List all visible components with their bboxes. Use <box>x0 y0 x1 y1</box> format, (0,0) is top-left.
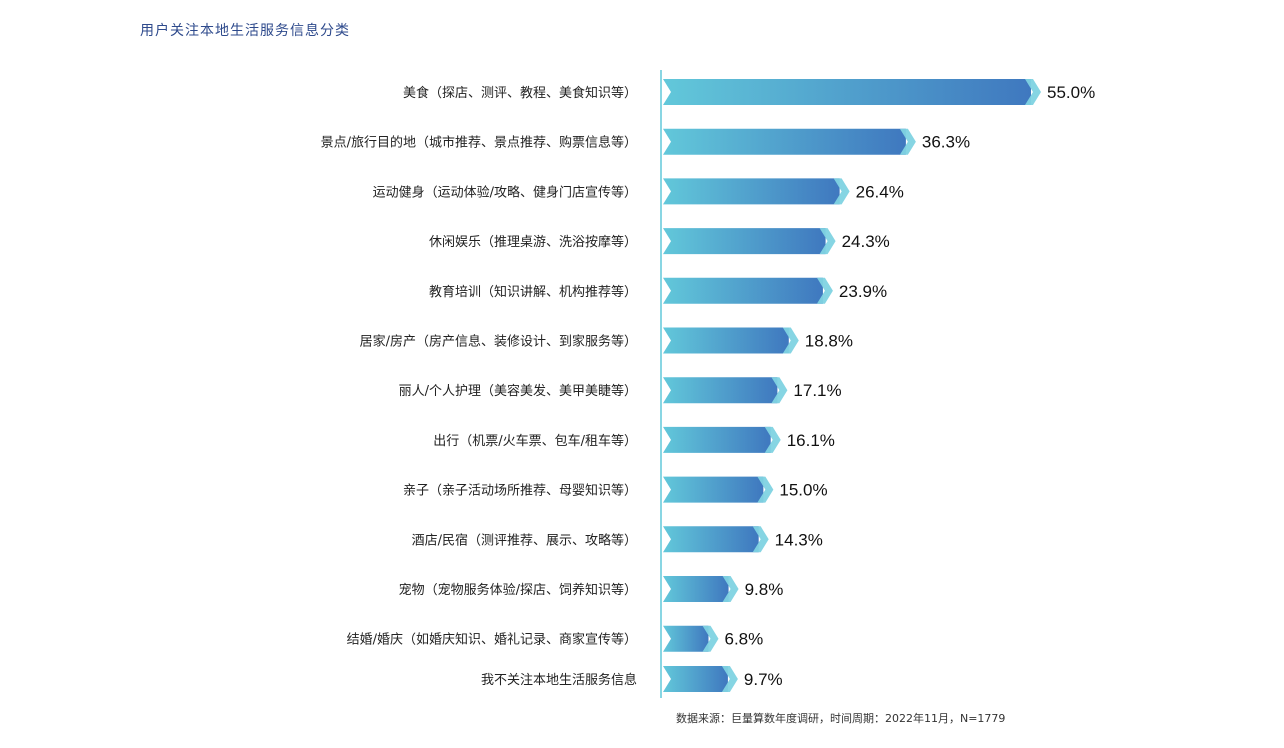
bar-group: 居家/房产（房产信息、装修设计、到家服务等） 18.8% <box>360 327 853 354</box>
category-label: 亲子（亲子活动场所推荐、母婴知识等） <box>403 483 637 499</box>
value-label: 15.0% <box>779 481 827 500</box>
bar-tip <box>782 327 799 354</box>
bar <box>663 377 778 404</box>
value-label: 9.7% <box>744 670 783 689</box>
category-label: 出行（机票/火车票、包车/租车等） <box>433 433 637 449</box>
value-label: 9.8% <box>745 580 784 599</box>
bar-group: 休闲娱乐（推理桌游、洗浴按摩等） 24.3% <box>429 228 890 255</box>
category-label: 结婚/婚庆（如婚庆知识、婚礼记录、商家宣传等） <box>347 632 637 648</box>
bar <box>663 327 789 354</box>
bar <box>663 277 823 304</box>
value-label: 26.4% <box>856 182 904 201</box>
bar-group: 丽人/个人护理（美容美发、美甲美睫等） 17.1% <box>399 377 842 404</box>
bar-group: 运动健身（运动体验/攻略、健身门店宣传等） 26.4% <box>373 178 904 205</box>
category-label: 景点/旅行目的地（城市推荐、景点推荐、购票信息等） <box>321 135 637 151</box>
value-label: 17.1% <box>793 381 841 400</box>
category-label: 我不关注本地生活服务信息 <box>481 672 637 688</box>
bar-tip <box>816 277 833 304</box>
bar <box>663 576 729 602</box>
category-label: 居家/房产（房产信息、装修设计、到家服务等） <box>360 334 637 350</box>
bar-group: 结婚/婚庆（如婚庆知识、婚礼记录、商家宣传等） 6.8% <box>347 625 763 652</box>
value-label: 6.8% <box>724 630 763 649</box>
value-label: 23.9% <box>839 282 887 301</box>
bar-group: 景点/旅行目的地（城市推荐、景点推荐、购票信息等） 36.3% <box>321 128 970 155</box>
value-label: 16.1% <box>787 431 835 450</box>
category-label: 运动健身（运动体验/攻略、健身门店宣传等） <box>373 184 637 200</box>
bar <box>663 476 764 503</box>
value-label: 55.0% <box>1047 83 1095 102</box>
category-label: 美食（探店、测评、教程、美食知识等） <box>403 85 637 101</box>
bar-tip <box>722 576 739 602</box>
category-label: 宠物（宠物服务体验/探店、饲养知识等） <box>399 582 637 598</box>
bar <box>663 625 709 652</box>
bar-group: 教育培训（知识讲解、机构推荐等） 23.9% <box>429 277 887 304</box>
data-source-note: 数据来源：巨量算数年度调研，时间周期：2022年11月，N=1779 <box>676 712 1006 725</box>
value-label: 18.8% <box>805 332 853 351</box>
chart-title: 用户关注本地生活服务信息分类 <box>140 23 350 39</box>
bar <box>663 128 906 155</box>
bar-tip <box>771 377 788 404</box>
bar-tip <box>702 625 719 652</box>
value-label: 24.3% <box>842 232 890 251</box>
bar-group: 亲子（亲子活动场所推荐、母婴知识等） 15.0% <box>403 476 828 503</box>
bar-group: 出行（机票/火车票、包车/租车等） 16.1% <box>433 426 835 453</box>
bar <box>663 426 771 453</box>
bar <box>663 666 728 692</box>
category-label: 酒店/民宿（测评推荐、展示、攻略等） <box>412 532 637 548</box>
bar-tip <box>721 666 738 692</box>
category-label: 丽人/个人护理（美容美发、美甲美睫等） <box>399 383 637 399</box>
bar-group: 宠物（宠物服务体验/探店、饲养知识等） 9.8% <box>399 576 784 602</box>
bar <box>663 79 1031 105</box>
bar-tip <box>819 228 836 255</box>
bar-tip <box>764 426 781 453</box>
bar-tip <box>833 178 850 205</box>
bar <box>663 228 826 255</box>
bar <box>663 526 759 553</box>
category-label: 休闲娱乐（推理桌游、洗浴按摩等） <box>429 234 637 250</box>
bar-group: 美食（探店、测评、教程、美食知识等） 55.0% <box>403 79 1095 105</box>
bar-group: 酒店/民宿（测评推荐、展示、攻略等） 14.3% <box>412 526 823 553</box>
bar <box>663 178 840 205</box>
value-label: 14.3% <box>775 530 823 549</box>
bar-tip <box>752 526 769 553</box>
category-label: 教育培训（知识讲解、机构推荐等） <box>429 284 637 300</box>
bar-tip <box>899 128 916 155</box>
bar-tip <box>757 476 774 503</box>
bar-tip <box>1025 79 1041 105</box>
value-label: 36.3% <box>922 133 970 152</box>
bar-group: 我不关注本地生活服务信息 9.7% <box>481 666 783 692</box>
